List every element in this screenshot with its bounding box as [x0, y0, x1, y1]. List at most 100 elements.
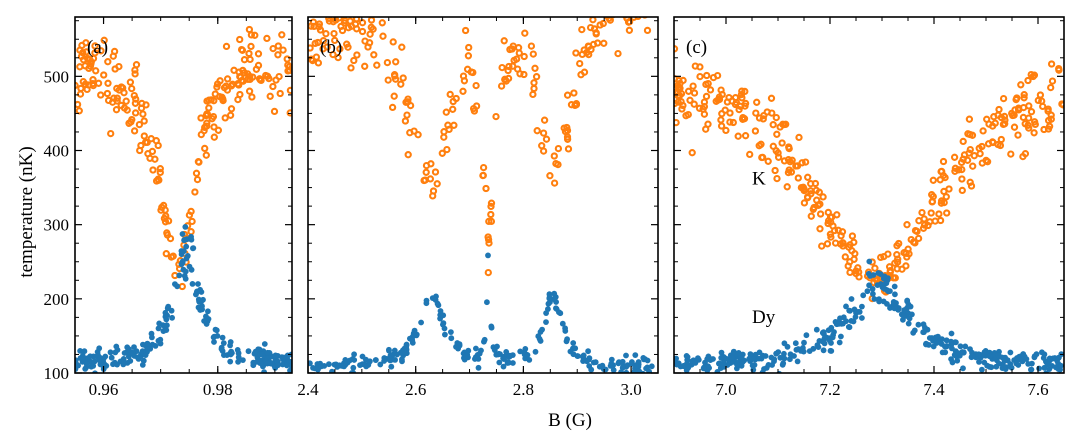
k-point: [702, 80, 710, 89]
dy-point: [181, 237, 188, 243]
k-point: [127, 118, 135, 126]
k-point: [337, 22, 345, 31]
k-point: [433, 180, 441, 188]
k-point: [227, 105, 236, 113]
panels: 100 200 300 400 500 0.96 0.98 (a) 2.4 2.6 2.8 3.0 (b…: [44, 0, 1065, 399]
dy-point: [827, 347, 834, 354]
k-point: [602, 0, 607, 4]
dy-point: [801, 339, 807, 346]
dy-point: [700, 365, 707, 372]
k-point: [816, 210, 825, 218]
k-point: [279, 46, 287, 54]
dy-point: [218, 346, 225, 352]
x-tick-label: 2.6: [405, 380, 426, 399]
dy-point: [81, 348, 88, 355]
dy-point: [837, 315, 843, 322]
k-point: [814, 201, 823, 209]
k-point: [678, 105, 686, 113]
dy-point: [288, 363, 292, 369]
dy-point: [982, 350, 989, 357]
k-point: [928, 191, 936, 199]
dy-point: [164, 322, 170, 329]
k-point: [1045, 122, 1054, 130]
k-point: [950, 153, 959, 161]
k-point: [322, 30, 330, 38]
k-point: [115, 86, 123, 94]
k-point: [429, 192, 437, 200]
k-point: [89, 79, 97, 88]
dy-point: [392, 357, 398, 363]
dy-point: [910, 329, 917, 336]
k-point: [942, 193, 950, 201]
k-point: [969, 162, 977, 170]
k-point: [675, 91, 684, 100]
k-point: [263, 34, 271, 43]
dy-point: [949, 345, 955, 352]
dy-point: [543, 319, 549, 325]
dy-point: [107, 349, 114, 356]
dy-point: [75, 357, 79, 364]
k-point: [531, 64, 539, 72]
dy-point: [183, 243, 190, 250]
dy-point: [526, 357, 533, 363]
dy-point: [179, 231, 186, 237]
dy-point: [953, 339, 959, 346]
k-point: [443, 145, 451, 154]
k-point: [472, 81, 480, 90]
k-point: [104, 79, 112, 87]
dy-point: [182, 224, 189, 230]
k-point: [759, 115, 767, 123]
k-point: [202, 111, 210, 120]
k-point: [931, 217, 939, 225]
dy-point: [976, 359, 982, 365]
panel-2: 2.4 2.6 2.8 3.0 (b): [297, 0, 659, 399]
dy-point: [99, 362, 106, 368]
k-point: [625, 18, 634, 26]
dy-point: [403, 345, 410, 351]
k-point: [632, 4, 637, 9]
dy-point: [570, 340, 577, 346]
dy-point: [234, 347, 241, 353]
k-point: [997, 135, 1005, 144]
k-point: [801, 158, 810, 166]
k-point: [422, 168, 430, 176]
k-point: [1047, 83, 1055, 92]
k-point: [554, 144, 563, 153]
k-point: [346, 17, 354, 25]
k-point: [968, 131, 977, 139]
k-point: [722, 126, 730, 135]
x-tick-label: 2.8: [513, 380, 534, 399]
k-point: [937, 199, 946, 207]
k-point: [688, 149, 696, 157]
k-point: [103, 89, 112, 98]
k-point: [147, 135, 155, 143]
dy-point: [632, 352, 639, 358]
dy-point: [532, 348, 539, 355]
k-point: [737, 90, 746, 99]
k-point: [76, 63, 84, 71]
k-point: [399, 74, 407, 82]
dy-point: [781, 350, 787, 357]
dy-point: [859, 315, 865, 321]
k-point: [951, 164, 960, 172]
k-point: [479, 171, 487, 180]
k-point: [520, 70, 528, 79]
k-point: [590, 25, 599, 33]
dy-point: [836, 339, 843, 346]
k-point: [788, 156, 796, 164]
dy-point: [735, 350, 742, 356]
k-point: [717, 122, 726, 130]
dy-point: [957, 343, 964, 350]
k-point: [1044, 105, 1052, 113]
panel-label: (a): [87, 37, 108, 58]
k-point: [891, 274, 899, 282]
k-point: [338, 10, 343, 15]
dy-point: [505, 359, 512, 366]
k-point: [690, 100, 698, 108]
k-point: [538, 142, 546, 150]
k-point: [323, 43, 331, 51]
k-point: [361, 37, 369, 45]
k-point: [104, 58, 112, 66]
panel-1: 100 200 300 400 500 0.96 0.98 (a): [44, 16, 293, 399]
k-point: [811, 179, 820, 188]
